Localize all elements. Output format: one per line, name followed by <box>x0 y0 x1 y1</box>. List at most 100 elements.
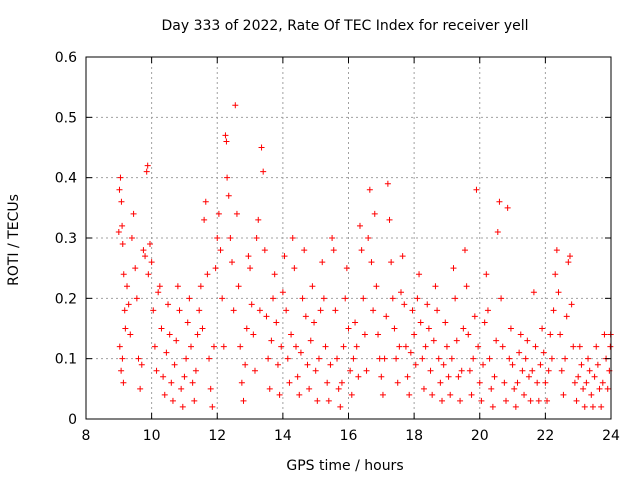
data-point <box>229 259 236 266</box>
data-point <box>173 337 180 344</box>
data-point <box>414 295 421 302</box>
data-point <box>302 313 309 320</box>
data-point <box>442 319 449 326</box>
data-point <box>227 235 234 241</box>
data-point <box>306 385 313 392</box>
data-point <box>383 313 390 320</box>
data-point <box>558 367 565 374</box>
data-point <box>416 271 423 278</box>
data-point <box>486 355 493 362</box>
data-point <box>253 235 260 241</box>
data-point <box>393 355 400 362</box>
data-point <box>373 283 380 290</box>
data-point <box>419 355 426 362</box>
data-point <box>194 331 201 338</box>
data-point <box>158 325 165 332</box>
data-point <box>435 355 442 362</box>
data-point <box>596 385 603 392</box>
data-point <box>439 397 446 404</box>
data-point <box>245 253 252 260</box>
data-point <box>117 174 124 181</box>
data-point <box>263 313 270 320</box>
data-point <box>184 319 191 326</box>
x-axis-ticks: 8 10 12 14 16 18 20 22 24 <box>82 57 620 444</box>
data-point <box>514 379 521 386</box>
data-point <box>458 367 465 374</box>
data-point <box>142 253 149 260</box>
data-point <box>248 301 255 308</box>
data-point <box>388 259 395 266</box>
data-point <box>496 198 503 205</box>
data-point <box>501 379 508 386</box>
data-point <box>243 325 250 332</box>
data-point <box>119 355 126 362</box>
data-point <box>284 355 291 362</box>
data-point <box>447 391 454 398</box>
data-point <box>461 247 468 254</box>
data-point <box>552 271 559 278</box>
data-point <box>118 198 125 205</box>
data-point <box>273 319 280 326</box>
data-point <box>450 265 457 272</box>
x-tick-label: 24 <box>602 428 620 444</box>
x-tick-label: 12 <box>208 428 226 444</box>
data-point <box>215 210 222 217</box>
x-axis-label: GPS time / hours <box>286 458 403 474</box>
data-point <box>525 373 532 380</box>
data-point <box>519 367 526 374</box>
data-point <box>116 343 123 350</box>
data-point <box>430 337 437 344</box>
data-point <box>484 307 491 314</box>
data-point <box>327 361 334 368</box>
data-point <box>352 319 359 326</box>
data-point <box>144 162 151 169</box>
y-axis-label: ROTI / TECUs <box>6 194 22 286</box>
data-point <box>411 331 418 338</box>
x-tick-label: 18 <box>405 428 423 444</box>
data-point <box>133 295 140 302</box>
data-point <box>289 235 296 241</box>
x-tick-label: 8 <box>82 428 91 444</box>
chart-title: Day 333 of 2022, Rate Of TEC Index for r… <box>161 18 528 34</box>
data-point <box>391 325 398 332</box>
data-point <box>174 283 181 290</box>
data-points <box>115 102 614 410</box>
data-point <box>607 343 614 350</box>
data-point <box>161 391 168 398</box>
data-point <box>335 385 342 392</box>
data-point <box>406 391 413 398</box>
data-point <box>146 241 153 248</box>
data-point <box>217 247 224 254</box>
data-point <box>274 361 281 368</box>
data-point <box>278 343 285 350</box>
data-point <box>197 283 204 290</box>
data-point <box>594 361 601 368</box>
data-point <box>448 355 455 362</box>
data-point <box>434 307 441 314</box>
data-point <box>420 385 427 392</box>
data-point <box>293 343 299 350</box>
data-point <box>132 265 139 272</box>
data-point <box>475 343 482 350</box>
data-point <box>358 247 365 254</box>
data-point <box>507 325 514 332</box>
data-point <box>570 343 577 350</box>
data-point <box>366 186 373 193</box>
data-point <box>233 210 240 217</box>
data-point <box>160 373 167 380</box>
data-point <box>394 379 401 386</box>
data-point <box>145 271 152 278</box>
data-point <box>553 247 560 254</box>
data-point <box>219 295 226 302</box>
data-point <box>476 379 483 386</box>
data-point <box>281 253 288 260</box>
data-point <box>209 403 216 410</box>
data-point <box>202 198 209 205</box>
data-point <box>230 307 237 314</box>
data-point <box>503 397 509 404</box>
data-point <box>550 307 557 314</box>
data-point <box>440 361 447 368</box>
data-point <box>483 271 490 278</box>
data-point <box>337 403 344 410</box>
data-point <box>151 343 158 350</box>
